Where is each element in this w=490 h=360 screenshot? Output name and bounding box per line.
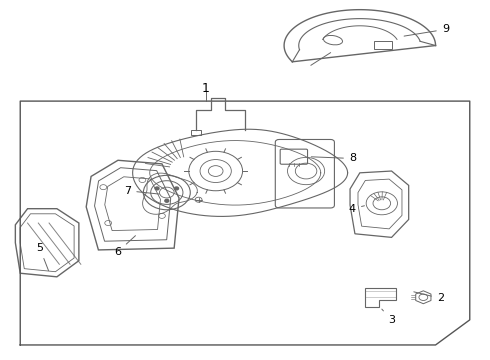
Text: 1: 1 <box>202 82 210 95</box>
Circle shape <box>155 187 159 190</box>
Text: 6: 6 <box>115 236 135 257</box>
Text: 7: 7 <box>124 186 159 196</box>
Text: 3: 3 <box>382 309 395 325</box>
Circle shape <box>165 199 169 202</box>
Text: 9: 9 <box>404 24 449 36</box>
Text: 8: 8 <box>311 153 356 163</box>
Text: 2: 2 <box>414 292 444 303</box>
Circle shape <box>174 187 178 190</box>
Text: 4: 4 <box>349 204 365 214</box>
Text: 5: 5 <box>36 243 49 271</box>
